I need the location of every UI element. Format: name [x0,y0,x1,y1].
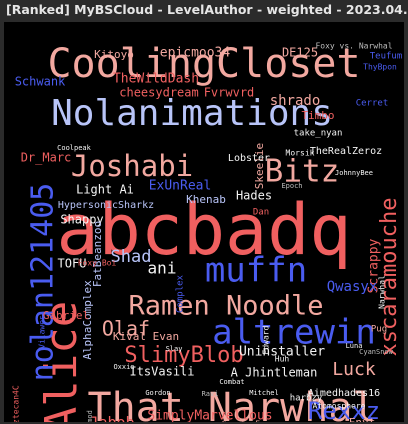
cloud-word: Hades [236,189,272,203]
cloud-word: CoolingCloset [47,41,360,87]
cloud-word: Schwank [15,75,66,89]
cloud-word: Aimedhades16 [308,388,380,399]
cloud-word: A Jhintleman [231,366,318,380]
cloud-word: Scrappy [367,238,382,293]
cloud-word: Qwasyx [327,279,378,295]
cloud-word: Fnyt [349,416,376,422]
cloud-word: Foxy Boi [78,259,117,268]
cloud-word: Foxy vs. Narwhal [315,42,392,51]
cloud-word: Kitoyo [94,48,134,61]
cloud-word: ani [148,259,177,278]
cloud-word: TOFU [58,257,87,271]
cloud-word: Kival Evan [113,330,179,343]
cloud-word: Narwhal [378,275,387,309]
cloud-word: epicmoo34 [160,46,231,61]
cloud-word: TheWildDash [113,72,199,87]
cloud-word: Gordon [145,389,170,397]
cloud-word: Nolanimations [51,93,333,134]
cloud-word: Shad [111,247,152,267]
cloud-word: Cerret [356,99,389,109]
cloud-word: Morsik [286,149,315,158]
cloud-word: ComplexFrequency [221,420,298,423]
cloud-word: Alice [36,301,87,422]
cloud-word: AlphaComplex [81,280,94,360]
cloud-word: Lobster [228,153,270,164]
cloud-word: Aztecan4C [12,385,21,422]
cloud-word: Ravi [202,390,219,398]
cloud-word: Mystimod [86,410,94,422]
cloud-word: abcbadq [56,189,351,271]
cloud-word: Bitz [265,154,340,190]
cloud-word: DE125 [282,46,318,60]
cloud-word: SimplyMarvellous [147,409,272,423]
cloud-word: Light Ai [76,183,134,197]
cloud-word: Vilawes [38,315,47,349]
cloud-word: ItsVasili [129,365,194,379]
cloud-word: Gabriel [43,309,89,322]
cloud-word: muffn [205,251,307,291]
cloud-word: Epoch [281,182,302,190]
cloud-word: Oxxie [113,363,134,371]
cloud-word: Atomosphere [313,402,366,411]
cloud-word: shrado [270,93,321,109]
word-cloud: abcbadq CoolingCloset Nolanimations That_Na… [4,22,404,422]
cloud-word: Huh [275,355,290,364]
cloud-word: Pug [371,325,387,335]
cloud-word: take_nyan [294,129,343,139]
cloud-word: harbzy [290,394,323,404]
cloud-word: altrewin [212,313,376,353]
cloud-word: Combat [219,378,244,386]
word-cloud-canvas: abcbadq CoolingCloset Nolanimations That_Na… [12,41,403,423]
page-title: [Ranked] MyBSCloud - LevelAuthor - weigh… [6,2,408,17]
cloud-word: CyanSnow [359,348,394,356]
cloud-word: Fvrwvrd [204,86,255,100]
cloud-word: Dan [253,208,269,218]
cloud-word: Olaf [102,317,150,341]
cloud-word: cheesydream [119,86,198,100]
cloud-word: Slay [166,345,183,353]
cloud-word: xscaramouche [377,198,402,357]
cloud-word: Dr_Marc [21,151,72,165]
cloud-word: SlimyBlob [124,343,243,368]
cloud-word: Jabob [89,414,134,423]
cloud-word: Timbo [301,109,334,122]
cloud-word: Teufum [370,52,403,62]
cloud-word: TheRealZeroz [310,146,382,157]
cloud-word: Mitchel [249,389,279,397]
cloud-word: Uninstaller [239,345,325,360]
cloud-word: Shappy [60,213,103,227]
cloud-word: Complex [176,274,186,313]
cloud-word: Joshabi [71,149,193,183]
cloud-word: HypersonicSharkz [58,200,154,211]
cloud-word: nolan121405 [26,183,61,382]
cloud-word: Khenab [186,193,226,206]
cloud-word: JohnnyBee [335,169,373,177]
cloud-word: Rexxz [308,397,380,422]
cloud-word: That_Narwhal [88,385,377,422]
cloud-word: FatBeanzoo [91,221,104,287]
cloud-word: Ramen Noodle [128,291,323,322]
cloud-word: Coolpeak [57,144,92,152]
cloud-word: Luck [332,359,376,380]
cloud-word: Luna [346,342,363,350]
cloud-word: ThyBpon [363,63,397,72]
cloud-word: Skeelie [253,143,266,189]
cloud-word: Edward [262,325,271,354]
cloud-word: ExUnReal [149,179,212,194]
